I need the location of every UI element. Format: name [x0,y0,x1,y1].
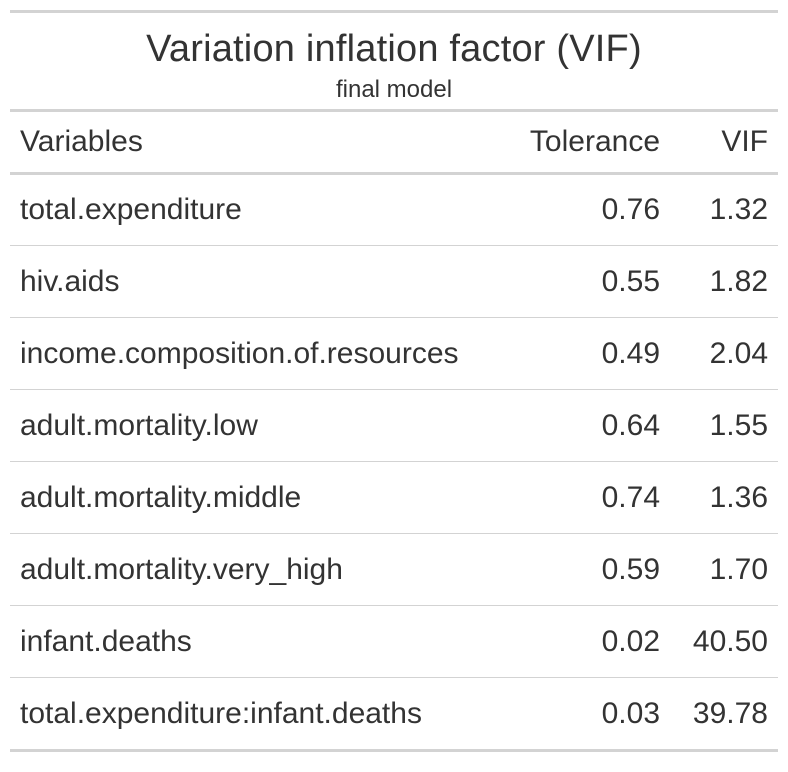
cell-tolerance: 0.55 [510,245,670,318]
cell-variable: hiv.aids [10,245,510,318]
cell-variable: adult.mortality.very_high [10,533,510,606]
table-subtitle: final model [335,76,453,103]
table-row: adult.mortality.very_high 0.59 1.70 [10,533,778,606]
cell-tolerance: 0.49 [510,317,670,390]
table-row: hiv.aids 0.55 1.82 [10,245,778,318]
cell-variable: adult.mortality.low [10,389,510,462]
vif-table: Variables Tolerance VIF total.expenditur… [10,112,778,752]
cell-variable: income.composition.of.resources [10,317,510,390]
heading-rule [10,109,778,112]
cell-tolerance: 0.74 [510,461,670,534]
cell-tolerance: 0.64 [510,389,670,462]
cell-vif: 1.36 [670,461,778,534]
vif-table-container: Variation inflation factor (VIF) final m… [10,10,778,752]
cell-variable: total.expenditure [20,193,242,226]
cell-vif: 1.55 [670,389,778,462]
cell-vif: 40.50 [670,605,778,678]
cell-tolerance: 0.59 [510,533,670,606]
table-row: total.expenditure:infant.deaths 0.03 39.… [10,677,778,752]
cell-variable: adult.mortality.middle [10,461,510,534]
cell-tolerance: 0.03 [510,677,670,752]
cell-vif: 2.04 [670,317,778,390]
table-row: income.composition.of.resources 0.49 2.0… [10,317,778,390]
table-row: adult.mortality.low 0.64 1.55 [10,389,778,462]
column-header-row: Variables Tolerance VIF [10,112,778,175]
cell-vif: 1.82 [670,245,778,318]
cell-tolerance: 0.76 [601,193,660,226]
table-row: adult.mortality.middle 0.74 1.36 [10,461,778,534]
column-header-variables: Variables [10,112,510,175]
cell-tolerance: 0.02 [510,605,670,678]
table-row: total.expenditure 0.76 1.32 [10,174,778,246]
table-heading: Variation inflation factor (VIF) final m… [10,13,778,109]
table-row: infant.deaths 0.02 40.50 [10,605,778,678]
table-title: Variation inflation factor (VIF) [146,28,642,70]
cell-variable: infant.deaths [10,605,510,678]
cell-vif: 1.70 [670,533,778,606]
cell-vif: 1.32 [709,193,768,226]
column-header-vif: VIF [670,112,778,175]
top-rule [10,10,778,13]
column-header-tolerance: Tolerance [510,112,670,175]
cell-variable: total.expenditure:infant.deaths [10,677,510,752]
cell-vif: 39.78 [670,677,778,752]
